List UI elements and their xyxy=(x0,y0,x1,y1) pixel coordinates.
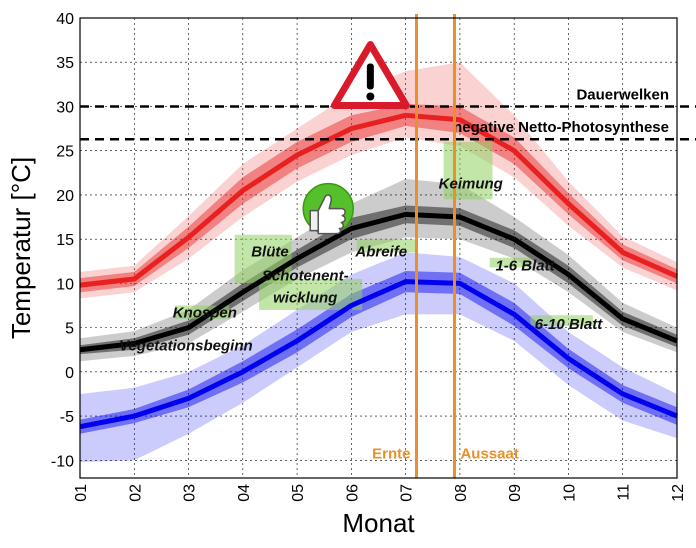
stage-label: 6-10 Blatt xyxy=(535,316,604,333)
thumbs-up-icon xyxy=(302,182,354,235)
series-line-0 xyxy=(79,112,679,288)
x-tick-label: 04 xyxy=(236,484,253,502)
stage-label: wicklung xyxy=(273,290,337,307)
x-tick-label: 12 xyxy=(670,484,687,502)
growth-stage-boxes xyxy=(174,141,593,326)
y-tick-label: 35 xyxy=(56,55,74,72)
stage-box xyxy=(259,278,363,310)
outer-band-series-2 xyxy=(80,252,677,463)
warning-exclamation-bar xyxy=(366,63,374,90)
thumbs-up-hand xyxy=(317,194,346,235)
vertical-marker-lines: Ernte Aussaat xyxy=(372,14,519,478)
stage-label: Vegetationsbeginn xyxy=(119,337,253,354)
threshold-label: Dauerwelken xyxy=(576,86,669,103)
stage-label: Keimung xyxy=(439,175,503,192)
y-tick-label: -10 xyxy=(51,453,74,470)
x-axis-label: Monat xyxy=(342,508,415,538)
x-tick-label: 06 xyxy=(344,484,361,502)
warning-exclamation-dot xyxy=(366,92,375,101)
stage-box xyxy=(356,239,417,253)
inner-band-series-1 xyxy=(80,205,677,355)
stage-box xyxy=(530,315,593,326)
x-tick-label: 01 xyxy=(73,484,90,502)
stage-labels: Vegetationsbeginn Knospen Blüte Schotenent-… xyxy=(119,175,603,354)
x-tick-label: 02 xyxy=(127,484,144,502)
stage-label: Schotenent- xyxy=(262,267,349,284)
y-tick-label: 30 xyxy=(56,99,74,116)
stage-box xyxy=(489,257,531,268)
y-tick-label: 0 xyxy=(65,365,74,382)
y-tick-label: 5 xyxy=(65,321,74,338)
y-tick-label: 25 xyxy=(56,144,74,161)
threshold-label: negative Netto-Photosynthese xyxy=(453,119,669,136)
x-tick-label: 10 xyxy=(561,484,578,502)
icons xyxy=(302,41,410,235)
y-tick-label: 20 xyxy=(56,188,74,205)
stage-label: 1-6 Blatt xyxy=(495,258,555,275)
vertical-line-label: Aussaat xyxy=(460,446,518,463)
x-tick-label: 08 xyxy=(453,484,470,502)
x-tick-label: 03 xyxy=(182,484,199,502)
stage-box xyxy=(443,141,493,200)
y-tick-label: 40 xyxy=(56,11,74,28)
series-line-1 xyxy=(79,211,678,353)
series-lines xyxy=(79,112,679,430)
stage-label: Blüte xyxy=(251,244,289,261)
stage-label: Abreife xyxy=(354,244,407,261)
thumbs-up-cuff xyxy=(309,209,319,232)
y-axis-label: Temperatur [°C] xyxy=(6,157,36,339)
warning-triangle-icon xyxy=(330,41,410,109)
y-tick-label: 15 xyxy=(56,232,74,249)
series-line-2 xyxy=(79,279,678,430)
y-tick-label: 10 xyxy=(56,276,74,293)
x-tick-label: 05 xyxy=(290,484,307,502)
x-tick-label: 07 xyxy=(399,484,416,502)
stage-label: Knospen xyxy=(173,305,237,322)
y-tick-label: -5 xyxy=(60,409,74,426)
vertical-line-label: Ernte xyxy=(372,446,410,463)
plot-frame xyxy=(79,17,678,479)
stage-box xyxy=(234,234,292,284)
x-tick-label: 09 xyxy=(507,484,524,502)
x-tick-label: 11 xyxy=(616,484,633,501)
tick-labels: 40 35 30 25 20 15 10 5 0 -5 -10 01 02 03 04 05 06 07 08 09 1… xyxy=(51,11,687,502)
